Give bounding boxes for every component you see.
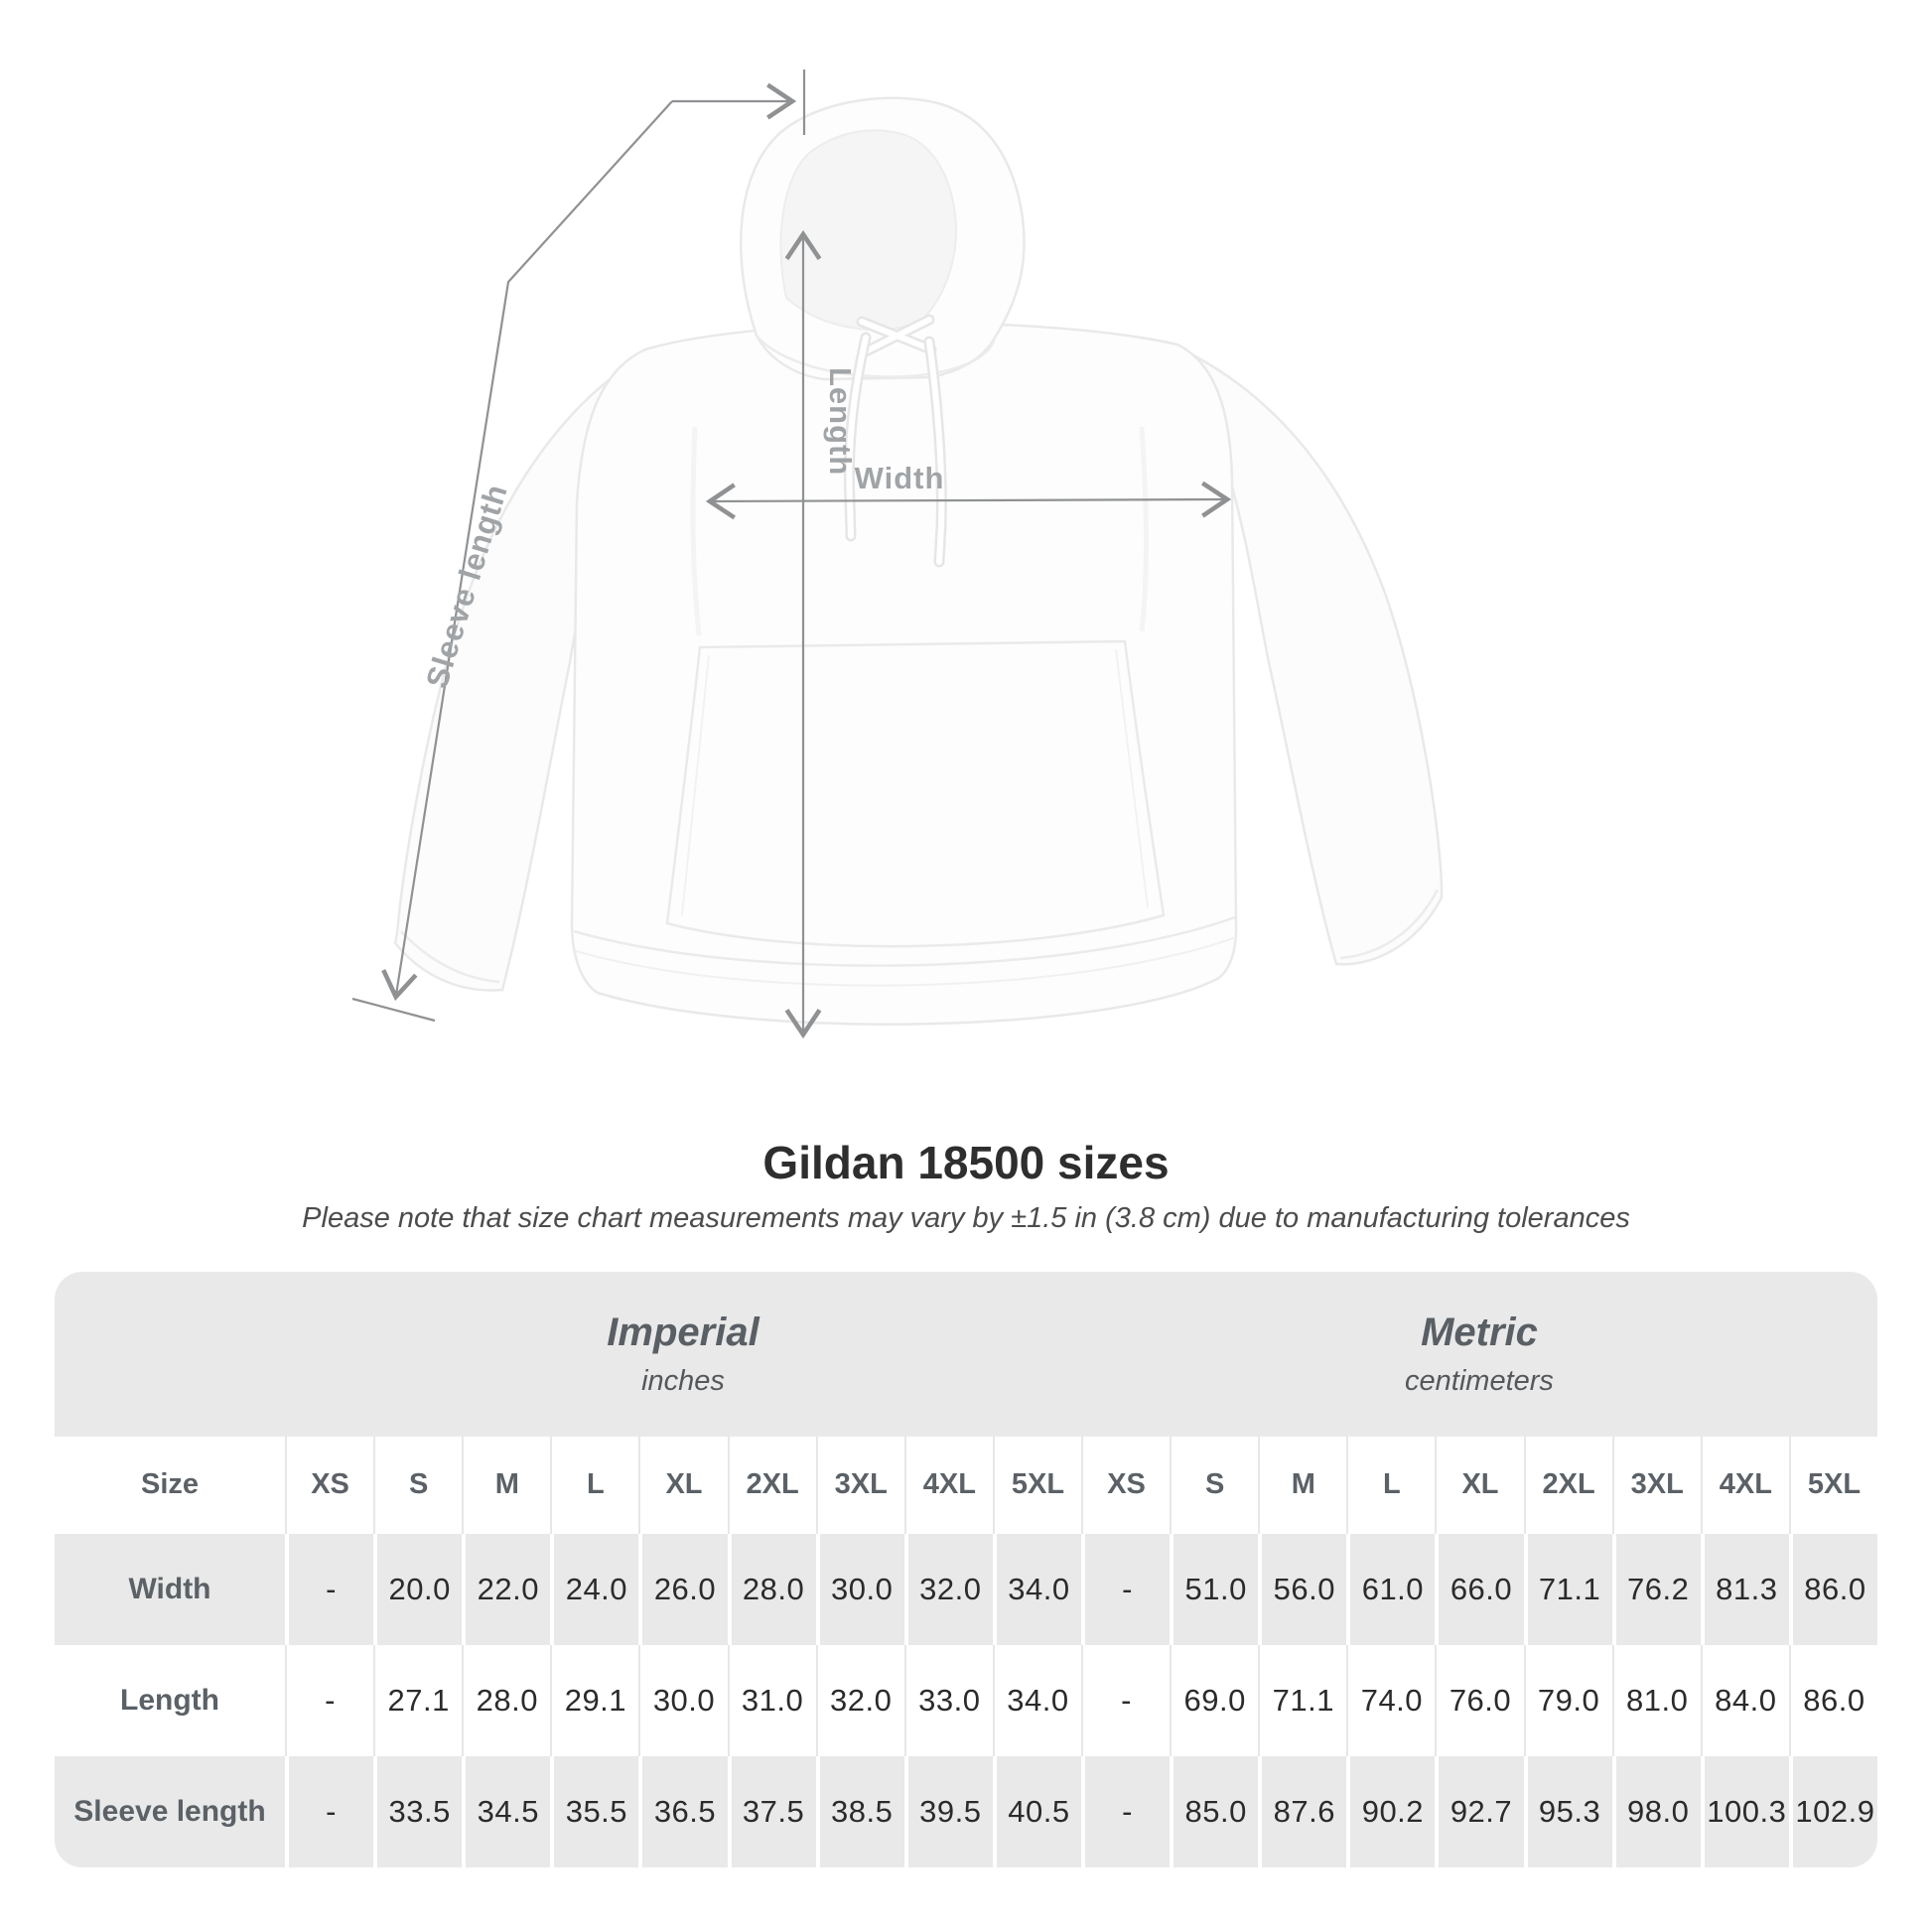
value-cell: 29.1 [550, 1644, 639, 1756]
metric-group-name: Metric [1421, 1310, 1538, 1354]
value-cell: 30.0 [638, 1644, 728, 1756]
value-cell: 32.0 [815, 1644, 904, 1756]
value-cell: 56.0 [1258, 1533, 1347, 1645]
unit-group-header-row: Imperial inches Metric centimeters [55, 1271, 1877, 1437]
length-dimension-label: Length [823, 367, 858, 476]
value-cell: 66.0 [1435, 1533, 1524, 1645]
row-label: Width [55, 1533, 285, 1645]
size-header-cell: S [373, 1436, 462, 1534]
value-cell: 28.0 [462, 1644, 551, 1756]
value-cell: 81.0 [1611, 1644, 1701, 1756]
band-spacer [55, 1271, 285, 1437]
value-cell: - [285, 1644, 374, 1756]
row-label: Sleeve length [55, 1755, 285, 1867]
value-cell: 27.1 [373, 1644, 463, 1756]
size-header-cell: 2XL [727, 1436, 816, 1534]
value-cell: 92.7 [1435, 1755, 1524, 1867]
size-header-cell: 3XL [1611, 1436, 1701, 1534]
value-cell: 74.0 [1346, 1644, 1436, 1756]
size-header-cell: 3XL [815, 1436, 904, 1534]
value-cell: 71.1 [1523, 1533, 1612, 1645]
metric-group-header: Metric centimeters [1081, 1271, 1877, 1437]
metric-group-unit: centimeters [1405, 1364, 1554, 1397]
imperial-group-name: Imperial [607, 1310, 759, 1354]
size-header-cell: XL [638, 1436, 727, 1534]
value-cell: 98.0 [1611, 1755, 1701, 1867]
value-cell: 28.0 [727, 1533, 816, 1645]
length-row: Length - 27.1 28.0 29.1 30.0 31.0 32.0 3… [55, 1644, 1877, 1756]
value-cell: 36.5 [638, 1755, 728, 1867]
value-cell: 30.0 [815, 1533, 904, 1645]
imperial-group-header: Imperial inches [285, 1271, 1081, 1437]
value-cell: 34.0 [992, 1533, 1081, 1645]
size-header-row: Size XS S M L XL 2XL 3XL 4XL 5XL XS S M … [55, 1436, 1877, 1534]
hoodie-pocket [665, 639, 1166, 948]
value-cell: 39.5 [903, 1755, 993, 1867]
value-cell: 37.5 [727, 1755, 816, 1867]
page-title: Gildan 18500 sizes [762, 1137, 1170, 1188]
imperial-group-unit: inches [641, 1364, 725, 1397]
value-cell: - [1081, 1755, 1171, 1867]
value-cell: - [285, 1533, 374, 1645]
hoodie-illustration: Length Width Sleeve length [351, 69, 1444, 1039]
value-cell: 20.0 [373, 1533, 463, 1645]
size-header-cell: L [550, 1436, 638, 1534]
size-header-cell: 4XL [1700, 1436, 1789, 1534]
tolerance-note: Please note that size chart measurements… [302, 1202, 1630, 1235]
size-header-cell: L [1346, 1436, 1435, 1534]
sleeve-length-arrow [351, 69, 806, 1023]
row-label: Length [55, 1644, 285, 1756]
size-header-cell: M [462, 1436, 550, 1534]
value-cell: 34.5 [462, 1755, 551, 1867]
value-cell: 87.6 [1258, 1755, 1347, 1867]
value-cell: 84.0 [1700, 1644, 1789, 1756]
width-arrow [705, 481, 1232, 520]
value-cell: - [1081, 1533, 1171, 1645]
value-cell: 34.0 [992, 1644, 1081, 1756]
value-cell: 90.2 [1346, 1755, 1436, 1867]
size-header-cell: 4XL [903, 1436, 993, 1534]
value-cell: - [285, 1755, 374, 1867]
value-cell: 38.5 [815, 1755, 904, 1867]
value-cell: 61.0 [1346, 1533, 1436, 1645]
value-cell: 76.0 [1435, 1644, 1524, 1756]
value-cell: 79.0 [1523, 1644, 1612, 1756]
value-cell: 32.0 [903, 1533, 993, 1645]
value-cell: 102.9 [1788, 1755, 1877, 1867]
value-cell: 33.0 [903, 1644, 993, 1756]
width-row: Width - 20.0 22.0 24.0 26.0 28.0 30.0 32… [55, 1533, 1877, 1645]
value-cell: 40.5 [992, 1755, 1081, 1867]
size-header-cell: 2XL [1523, 1436, 1612, 1534]
size-chart-table: Imperial inches Metric centimeters Size … [55, 1271, 1877, 1867]
value-cell: - [1081, 1644, 1171, 1756]
value-cell: 71.1 [1258, 1644, 1347, 1756]
size-column-header: Size [140, 1468, 200, 1501]
size-header-cell: 5XL [1788, 1436, 1877, 1534]
value-cell: 35.5 [550, 1755, 639, 1867]
width-dimension-label: Width [855, 461, 945, 495]
hoodie-measurement-diagram: Length Width Sleeve length [351, 69, 1444, 1039]
size-header-cell: 5XL [992, 1436, 1081, 1534]
value-cell: 69.0 [1170, 1644, 1259, 1756]
value-cell: 86.0 [1788, 1644, 1877, 1756]
value-cell: 33.5 [373, 1755, 463, 1867]
size-header-cell: XS [285, 1436, 373, 1534]
size-header-cell: XS [1081, 1436, 1170, 1534]
value-cell: 22.0 [462, 1533, 551, 1645]
value-cell: 51.0 [1170, 1533, 1259, 1645]
value-cell: 95.3 [1523, 1755, 1612, 1867]
size-header-cell: M [1258, 1436, 1346, 1534]
value-cell: 81.3 [1700, 1533, 1789, 1645]
value-cell: 76.2 [1611, 1533, 1701, 1645]
value-cell: 26.0 [638, 1533, 728, 1645]
value-cell: 85.0 [1170, 1755, 1259, 1867]
size-header-cell: XL [1435, 1436, 1523, 1534]
value-cell: 86.0 [1788, 1533, 1877, 1645]
value-cell: 100.3 [1700, 1755, 1789, 1867]
sleeve-length-row: Sleeve length - 33.5 34.5 35.5 36.5 37.5… [55, 1755, 1877, 1867]
value-cell: 31.0 [727, 1644, 816, 1756]
value-cell: 24.0 [550, 1533, 639, 1645]
size-header-cell: S [1170, 1436, 1258, 1534]
